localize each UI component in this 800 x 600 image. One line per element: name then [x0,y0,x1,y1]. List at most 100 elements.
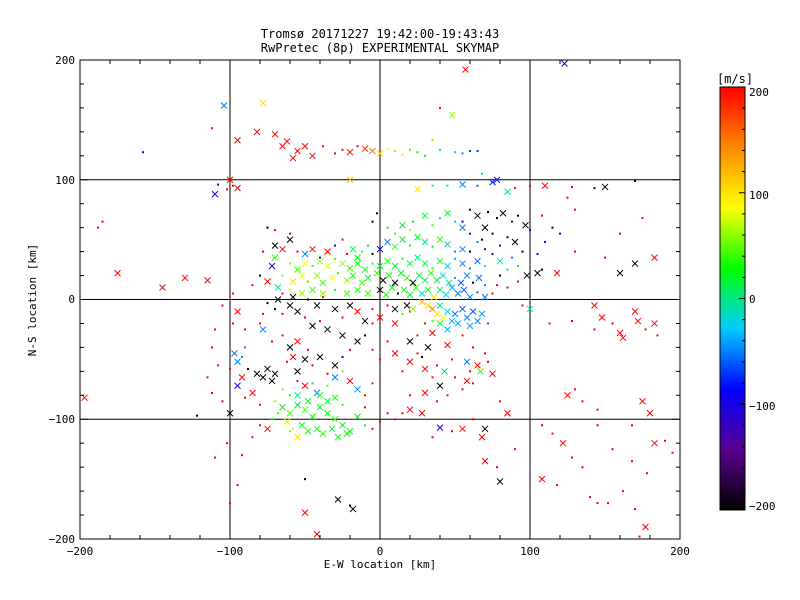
data-point-cross [436,286,444,294]
data-point-stroke [474,362,481,369]
data-point-cross [448,317,456,325]
data-point-stroke [493,176,501,184]
data-point-stroke [406,406,414,414]
data-point-dot [644,328,647,331]
data-point-cross [298,421,306,429]
data-point-dot [496,466,498,469]
data-point-dot [631,460,633,463]
data-point-stroke [459,305,466,313]
data-point-cross [358,279,366,287]
data-point-dot [341,355,344,358]
data-point-dot [296,379,299,382]
data-point-stroke [444,241,451,248]
colorbar-tick-label: 100 [749,189,769,202]
data-point-stroke [421,365,429,373]
data-point-dot [244,328,246,331]
data-point-stroke [376,262,384,270]
data-point-dot [196,414,198,417]
data-point-dot [566,196,569,199]
data-point-stroke [364,274,372,282]
data-point-stroke [445,279,453,287]
data-point-cross [478,433,486,441]
data-point-stroke [339,332,346,339]
data-point-cross [444,341,451,349]
data-point-dot [307,280,309,283]
data-point-dot [476,184,479,187]
data-point-dot [541,214,543,217]
data-point-stroke [81,394,88,402]
data-point-stroke [298,290,306,297]
data-point-stroke [439,314,447,321]
data-point-cross [384,238,391,246]
data-point-dot [322,145,324,148]
data-point-stroke [451,310,459,318]
data-point-dot [394,150,396,153]
data-point-stroke [511,238,519,246]
data-point-cross [271,130,279,138]
data-point-cross [457,279,465,287]
data-point-cross [114,269,121,277]
data-point-dot [337,272,339,275]
data-point-dot [496,284,498,287]
data-point-cross [331,394,339,402]
data-point-cross [289,293,297,301]
data-point-cross [433,276,441,284]
data-point-stroke [313,425,321,433]
data-point-dot [484,264,486,267]
data-point-stroke [421,212,429,220]
data-point-dot [259,274,261,277]
data-point-cross [481,457,489,465]
data-point-cross [474,257,481,265]
colorbar-label: [m/s] [717,72,753,86]
data-point-cross [466,293,474,301]
data-point-dot [431,245,434,248]
data-point-cross [354,254,361,261]
y-axis-label: N-S location [km] [26,244,39,357]
data-point-cross [391,320,399,327]
data-point-cross [477,367,484,375]
data-point-cross [301,260,309,267]
data-point-stroke [309,322,316,330]
data-point-cross [271,370,279,378]
data-point-stroke [304,397,312,405]
data-point-dot [397,292,399,295]
data-point-cross [309,245,316,253]
data-point-stroke [424,286,432,294]
data-point-cross [354,413,361,421]
data-point-cross [376,314,384,321]
data-point-cross [226,409,234,417]
data-point-cross [463,272,471,279]
data-point-stroke [301,382,309,390]
y-tick-label: −200 [49,533,76,546]
data-point-cross [399,221,406,229]
data-point-stroke [358,279,366,287]
data-point-cross [475,274,483,282]
data-point-dot [394,418,396,421]
data-point-cross [316,403,324,411]
data-point-dot [469,250,471,253]
data-point-cross [309,322,316,330]
data-point-dot [431,267,434,270]
data-point-stroke [474,257,481,265]
data-point-dot [241,355,243,358]
data-point-stroke [616,269,624,277]
data-point-dot [232,322,234,325]
data-point-cross [462,66,469,73]
data-point-cross [309,413,316,421]
data-point-stroke [211,190,219,198]
data-point-cross [349,505,357,513]
data-point-dot [319,256,321,259]
data-point-stroke [226,409,234,417]
data-point-dot [622,490,624,493]
data-point-dot [454,276,456,279]
data-point-stroke [436,257,444,265]
data-point-cross [561,60,568,67]
data-point-dot [217,364,219,367]
data-point-cross [444,209,451,217]
data-point-dot [211,127,213,130]
axis-ticks [79,59,681,540]
data-point-cross [346,377,354,385]
data-point-dot [604,256,606,259]
data-point-dot [521,250,524,253]
